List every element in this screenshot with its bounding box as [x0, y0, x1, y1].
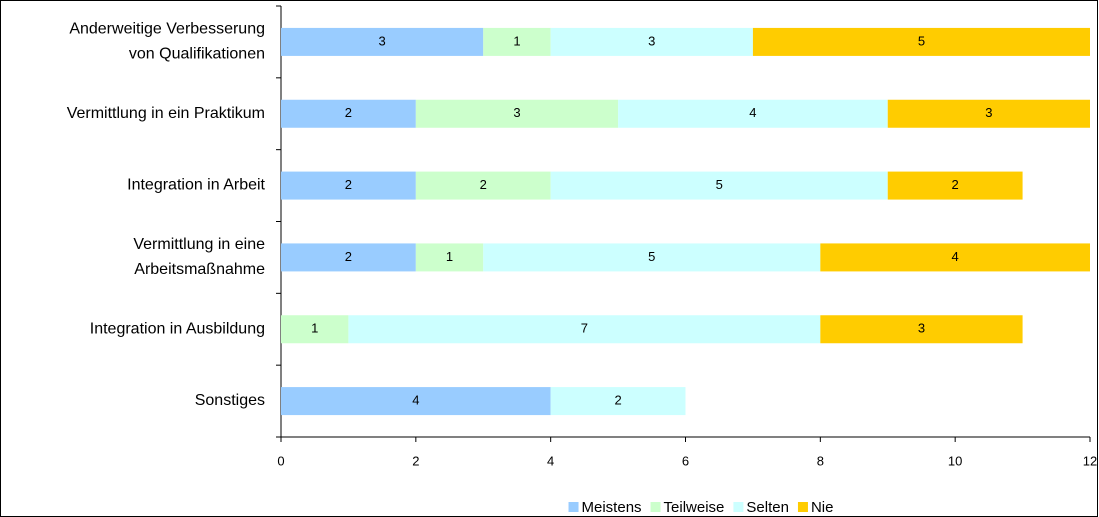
legend-label: Selten — [746, 499, 789, 516]
data-label: 3 — [379, 33, 386, 48]
bar-segment — [281, 315, 349, 344]
bar-segment — [752, 27, 1090, 56]
data-label: 3 — [513, 105, 520, 120]
bar-segment — [887, 99, 1090, 128]
y-tick-label: Vermittlung in ein Praktikum — [67, 105, 265, 122]
x-tick-label: 4 — [547, 453, 554, 468]
data-label: 3 — [918, 321, 925, 336]
bar-segment — [281, 243, 416, 272]
data-label: 2 — [480, 177, 487, 192]
data-label: 1 — [311, 321, 318, 336]
bar-segment — [281, 387, 551, 416]
bar-segment — [415, 243, 484, 272]
data-label: 5 — [648, 249, 655, 264]
bar-segment — [281, 99, 416, 128]
data-label: 2 — [952, 177, 959, 192]
data-label: 4 — [749, 105, 756, 120]
data-label: 5 — [918, 33, 925, 48]
x-tick-label: 8 — [817, 453, 824, 468]
bar-segment — [550, 171, 888, 200]
legend-swatch — [650, 502, 661, 512]
data-label: 2 — [345, 105, 352, 120]
bar-segment — [820, 315, 1023, 344]
y-tick-label: Sonstiges — [195, 392, 265, 409]
bar-segment — [550, 387, 686, 416]
data-label: 2 — [345, 249, 352, 264]
legend-label: Nie — [811, 499, 834, 516]
legend-label: Teilweise — [664, 499, 725, 516]
y-tick-label: Integration in Arbeit — [127, 177, 265, 194]
bar-segment — [483, 243, 821, 272]
legend-swatch — [797, 502, 808, 512]
legend-swatch — [733, 502, 744, 512]
data-label: 2 — [614, 393, 621, 408]
data-label: 1 — [513, 33, 520, 48]
data-label: 3 — [985, 105, 992, 120]
bar-segment — [618, 99, 888, 128]
bar-segment — [281, 27, 484, 56]
bar-segment — [820, 243, 1090, 272]
y-tick-label: Vermittlung in eine Arbeitsmaßnahme — [133, 236, 265, 278]
data-label: 1 — [446, 249, 453, 264]
y-tick-label: Anderweitige Verbesserung von Qualifikati… — [69, 21, 265, 63]
data-label: 4 — [412, 393, 419, 408]
data-label: 4 — [952, 249, 959, 264]
x-tick-label: 6 — [682, 453, 689, 468]
x-tick-label: 12 — [1083, 453, 1097, 468]
bar-segment — [281, 171, 416, 200]
bar-segment — [483, 27, 551, 56]
bar-segment — [348, 315, 821, 344]
data-label: 5 — [716, 177, 723, 192]
y-tick-label: Integration in Ausbildung — [90, 320, 265, 337]
x-tick-label: 2 — [412, 453, 419, 468]
bar-segment — [550, 27, 753, 56]
legend-swatch — [568, 502, 579, 512]
data-label: 2 — [345, 177, 352, 192]
x-tick-label: 10 — [948, 453, 962, 468]
legend-label: Meistens — [582, 499, 642, 516]
data-label: 7 — [581, 321, 588, 336]
bar-segment — [415, 171, 551, 200]
bar-segment — [415, 99, 619, 128]
data-label: 3 — [648, 33, 655, 48]
bar-segment — [887, 171, 1023, 200]
x-tick-label: 0 — [277, 453, 284, 468]
